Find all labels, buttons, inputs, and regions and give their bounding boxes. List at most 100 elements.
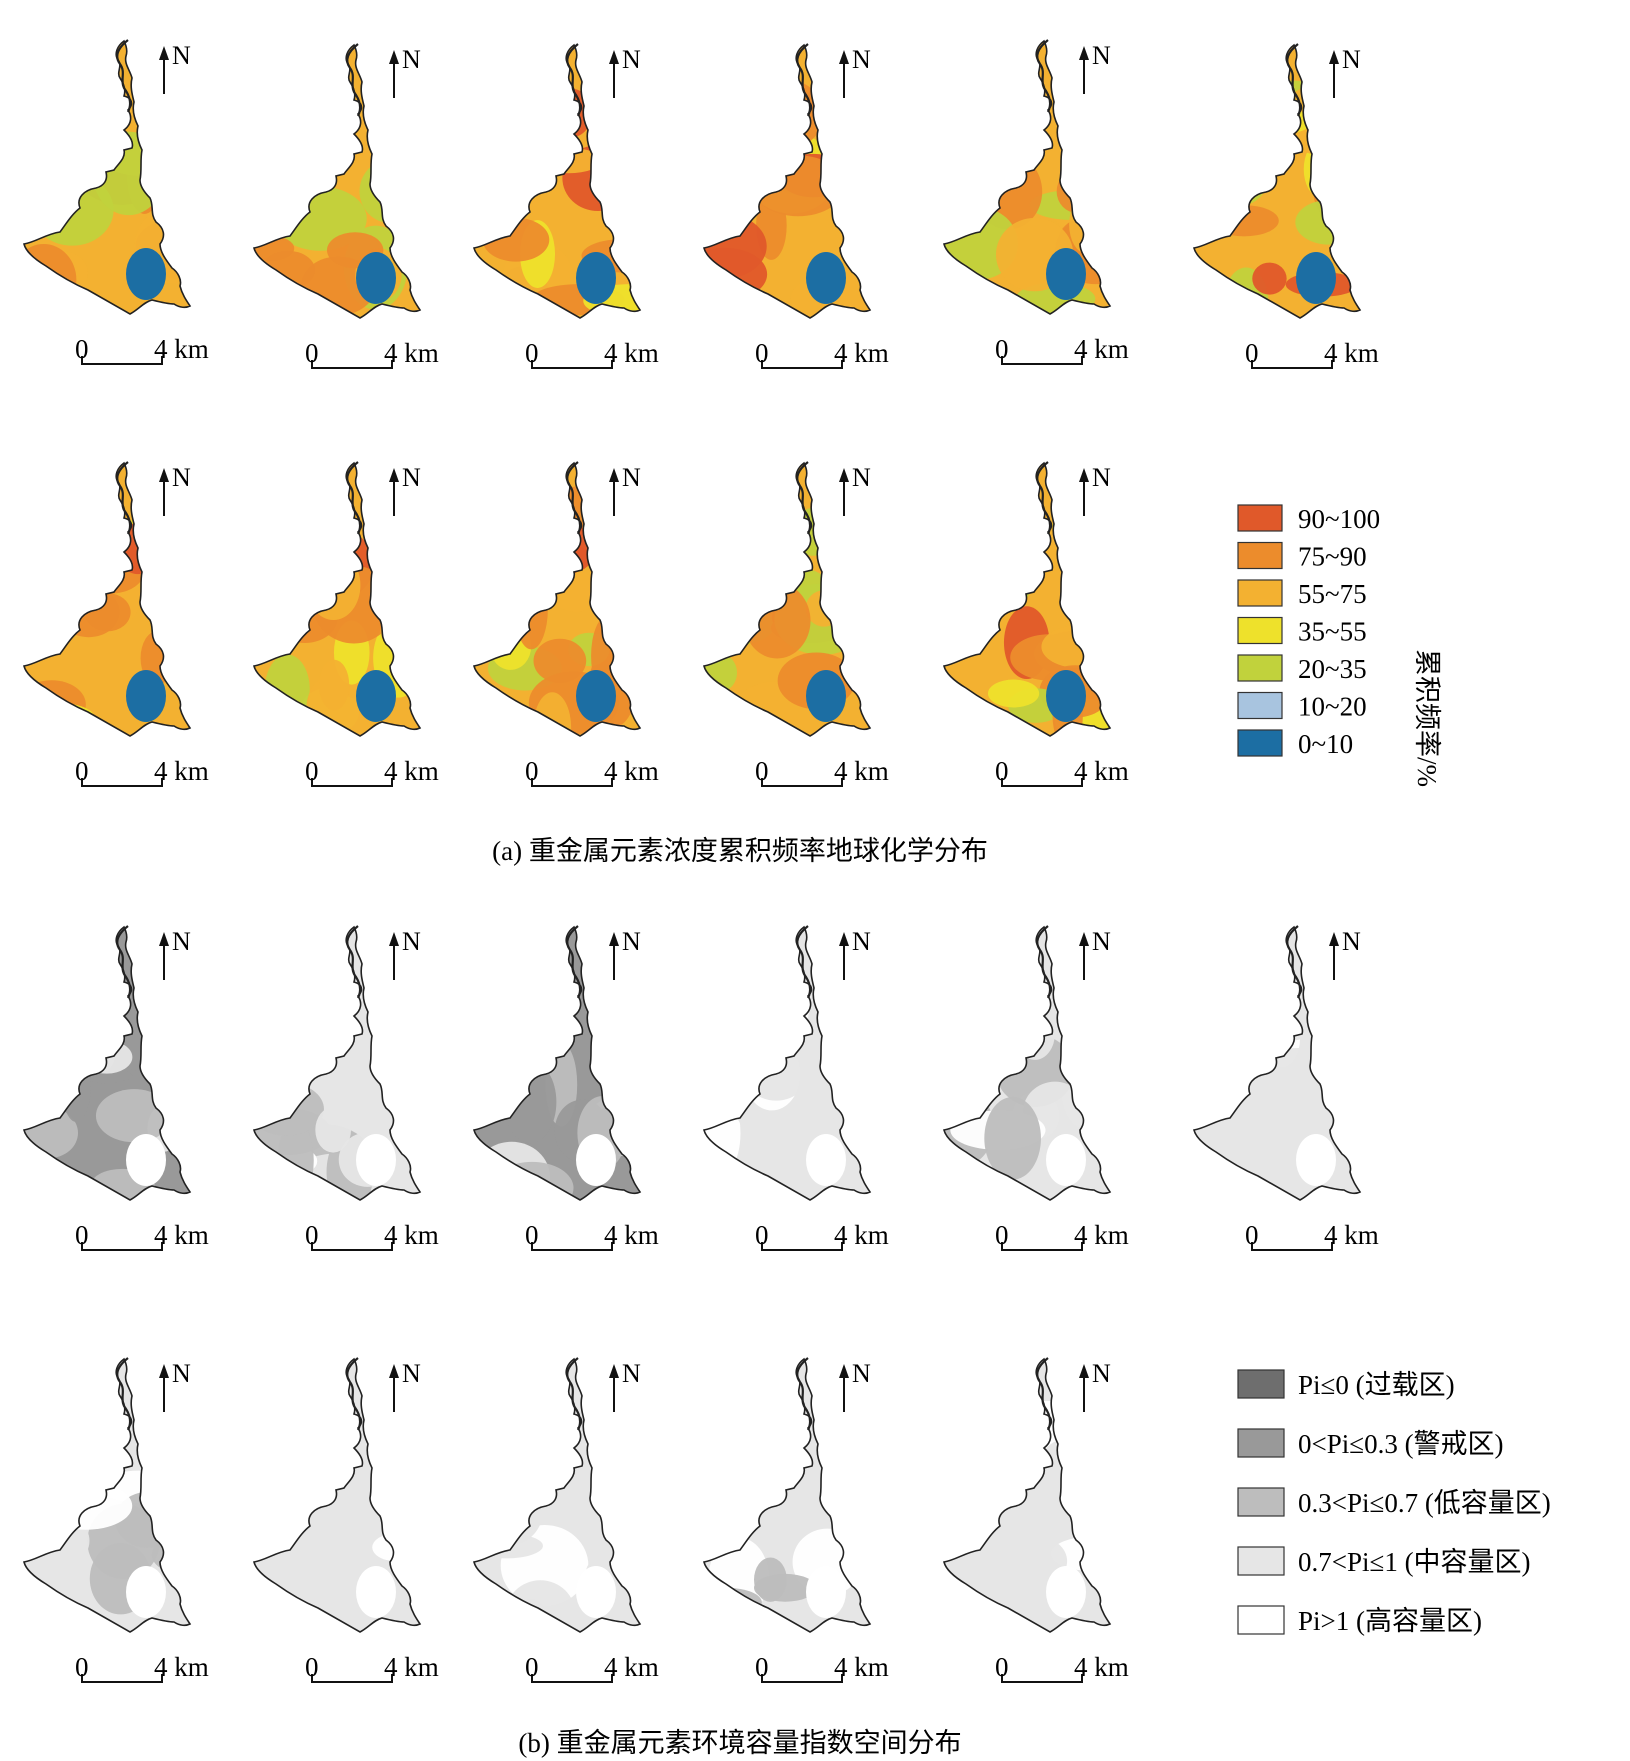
scale-label: 4 km	[834, 756, 889, 786]
legend-a-label: 10~20	[1298, 692, 1367, 722]
legend-a-swatch	[1237, 579, 1283, 607]
north-label: N	[1342, 927, 1361, 956]
map: N 0 4 km	[253, 42, 439, 369]
north-arrow-icon: N	[159, 927, 191, 980]
map: N 0 4 km	[1193, 42, 1379, 369]
north-arrow-icon: N	[609, 45, 641, 98]
map: N 0 4 km	[943, 38, 1129, 365]
north-arrow-icon: N	[609, 927, 641, 980]
north-label: N	[852, 927, 871, 956]
scale-zero: 0	[525, 756, 539, 786]
north-label: N	[1092, 41, 1111, 70]
north-arrow-icon: N	[159, 41, 191, 94]
scale-label: 4 km	[834, 1220, 889, 1250]
north-label: N	[1092, 1359, 1111, 1388]
map: N 0 4 km	[1193, 924, 1379, 1251]
legend-b-label: Pi>1 (高容量区)	[1298, 1606, 1482, 1636]
scale-label: 4 km	[604, 1652, 659, 1682]
scale-bar: 0 4 km	[995, 1652, 1129, 1683]
north-arrow-icon: N	[1079, 463, 1111, 516]
scale-bar: 0 4 km	[305, 1652, 439, 1683]
scale-label: 4 km	[1324, 338, 1379, 368]
map: N 0 4 km	[703, 1356, 889, 1683]
legend-a-swatch	[1237, 691, 1283, 720]
north-label: N	[172, 927, 191, 956]
scale-label: 4 km	[834, 338, 889, 368]
map: N 0 4 km	[473, 924, 659, 1251]
scale-bar: 0 4 km	[75, 1652, 209, 1683]
north-arrow-icon: N	[609, 463, 641, 516]
legend-a-swatch	[1237, 504, 1283, 532]
map: N 0 4 km	[253, 1356, 439, 1683]
north-label: N	[402, 463, 421, 492]
legend-b-swatch	[1237, 1369, 1285, 1399]
scale-zero: 0	[305, 338, 319, 368]
map: N 0 4 km	[943, 924, 1129, 1251]
caption-b: (b) 重金属元素环境容量指数空间分布	[518, 1728, 961, 1758]
legend-b-swatch	[1237, 1487, 1285, 1517]
north-label: N	[402, 45, 421, 74]
legend-a-label: 0~10	[1298, 729, 1353, 759]
scale-bar: 0 4 km	[755, 338, 889, 369]
scale-zero: 0	[75, 1220, 89, 1250]
scale-bar: 0 4 km	[75, 1220, 209, 1251]
map: N 0 4 km	[253, 924, 439, 1251]
north-arrow-icon: N	[159, 463, 191, 516]
scale-zero: 0	[755, 1652, 769, 1682]
north-label: N	[622, 45, 641, 74]
scale-bar: 0 4 km	[305, 756, 439, 787]
scale-zero: 0	[1245, 338, 1259, 368]
north-arrow-icon: N	[839, 927, 871, 980]
scale-label: 4 km	[1074, 1652, 1129, 1682]
scale-zero: 0	[525, 338, 539, 368]
scale-bar: 0 4 km	[525, 756, 659, 787]
north-arrow-icon: N	[389, 1359, 421, 1412]
legend-a-label: 35~55	[1298, 617, 1367, 647]
map: N 0 4 km	[703, 460, 889, 787]
scale-zero: 0	[75, 756, 89, 786]
north-arrow-icon: N	[1329, 45, 1361, 98]
legend-b-swatch	[1237, 1605, 1285, 1635]
scale-label: 4 km	[1074, 1220, 1129, 1250]
legend-a-swatch	[1237, 729, 1283, 757]
north-label: N	[172, 41, 191, 70]
scale-zero: 0	[1245, 1220, 1259, 1250]
legend-b-swatch	[1237, 1428, 1285, 1458]
scale-zero: 0	[305, 1220, 319, 1250]
scale-zero: 0	[995, 1220, 1009, 1250]
scale-label: 4 km	[154, 334, 209, 364]
north-arrow-icon: N	[839, 45, 871, 98]
scale-bar: 0 4 km	[525, 1220, 659, 1251]
scale-label: 4 km	[384, 1220, 439, 1250]
scale-label: 4 km	[154, 1220, 209, 1250]
scale-label: 4 km	[384, 338, 439, 368]
legend-a-label: 75~90	[1298, 542, 1367, 572]
legend-a-title: 累积频率/%	[1412, 649, 1442, 787]
legend-a-label: 55~75	[1298, 579, 1367, 609]
map: N 0 4 km	[23, 1356, 209, 1683]
map: N 0 4 km	[703, 42, 889, 369]
scale-zero: 0	[995, 1652, 1009, 1682]
map: N 0 4 km	[23, 38, 209, 365]
legend-a-label: 20~35	[1298, 654, 1367, 684]
legend-a-swatch	[1237, 654, 1283, 682]
legend-a-swatch	[1237, 616, 1283, 645]
scale-zero: 0	[995, 756, 1009, 786]
scale-bar: 0 4 km	[75, 334, 209, 365]
north-arrow-icon: N	[1079, 1359, 1111, 1412]
north-arrow-icon: N	[1329, 927, 1361, 980]
map: N 0 4 km	[23, 460, 209, 787]
map: N 0 4 km	[473, 42, 659, 369]
north-label: N	[172, 463, 191, 492]
scale-zero: 0	[305, 756, 319, 786]
scale-label: 4 km	[384, 1652, 439, 1682]
legend-b-swatch	[1237, 1546, 1285, 1576]
legend-a-label: 90~100	[1298, 504, 1380, 534]
scale-zero: 0	[75, 334, 89, 364]
map: N 0 4 km	[473, 1356, 659, 1683]
north-arrow-icon: N	[389, 463, 421, 516]
map: N 0 4 km	[703, 924, 889, 1251]
legend-b-label: 0.3<Pi≤0.7 (低容量区)	[1298, 1488, 1551, 1518]
scale-bar: 0 4 km	[755, 1220, 889, 1251]
